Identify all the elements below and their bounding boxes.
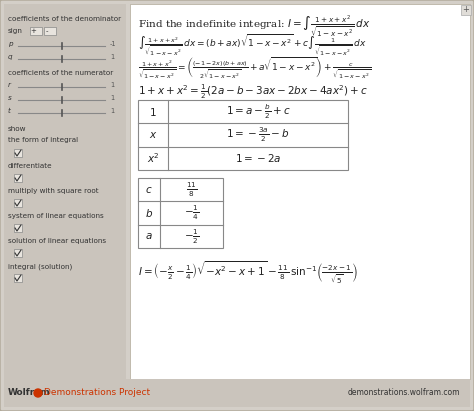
Text: $c$: $c$ [145, 185, 153, 195]
Text: +: + [30, 28, 36, 34]
Bar [4, 379, 470, 407]
Text: 1: 1 [110, 82, 114, 88]
Text: system of linear equations: system of linear equations [8, 213, 104, 219]
Text: $x$: $x$ [149, 130, 157, 140]
Text: r: r [8, 82, 11, 88]
Text: integral (solution): integral (solution) [8, 263, 72, 270]
Text: coefficients of the numerator: coefficients of the numerator [8, 70, 113, 76]
Text: $\int \frac{1+x+x^2}{\sqrt{1-x-x^2}}\, dx = (b+ax)\sqrt{1-x-x^2} +c\int \frac{1}: $\int \frac{1+x+x^2}{\sqrt{1-x-x^2}}\, d… [138, 32, 366, 58]
Text: Wolfram: Wolfram [8, 388, 51, 397]
Text: t: t [8, 108, 11, 114]
Bar [14, 149, 22, 157]
Text: the form of integral: the form of integral [8, 137, 78, 143]
Text: q: q [8, 54, 13, 60]
Text: $\frac{1+x+x^2}{\sqrt{1-x-x^2}} = \left(\frac{(-1-2x)(b+ax)}{2\sqrt{1-x-x^2}}+a\: $\frac{1+x+x^2}{\sqrt{1-x-x^2}} = \left(… [138, 55, 371, 81]
Text: $-\frac{1}{4}$: $-\frac{1}{4}$ [184, 204, 199, 222]
Text: Find the indefinite integral: $I = \int \frac{1+x+x^2}{\sqrt{1-x-x^2}}\, dx$: Find the indefinite integral: $I = \int … [138, 14, 370, 39]
Bar [461, 5, 471, 15]
Bar [14, 199, 22, 207]
Text: 1: 1 [110, 108, 114, 114]
Text: solution of linear equations: solution of linear equations [8, 238, 106, 244]
Text: differentiate: differentiate [8, 163, 53, 169]
Text: $a$: $a$ [145, 231, 153, 241]
Text: $1 = a - \frac{b}{2} + c$: $1 = a - \frac{b}{2} + c$ [226, 102, 291, 121]
Text: show: show [8, 126, 27, 132]
Bar [130, 4, 470, 379]
Text: demonstrations.wolfram.com: demonstrations.wolfram.com [347, 388, 460, 397]
Text: coefficients of the denominator: coefficients of the denominator [8, 16, 121, 22]
Text: $1$: $1$ [149, 106, 157, 118]
Text: $1 = -2a$: $1 = -2a$ [235, 152, 281, 164]
Bar [4, 4, 126, 379]
Bar [138, 178, 223, 248]
Text: s: s [8, 95, 12, 101]
Text: -: - [46, 28, 48, 34]
Circle shape [34, 389, 42, 397]
Text: 1: 1 [110, 54, 114, 60]
Bar [14, 174, 22, 182]
Bar [14, 249, 22, 257]
Text: 1: 1 [110, 95, 114, 101]
Text: $x^2$: $x^2$ [146, 151, 159, 165]
Text: $1 = -\frac{3a}{2} - b$: $1 = -\frac{3a}{2} - b$ [227, 126, 290, 144]
Text: $-\frac{1}{2}$: $-\frac{1}{2}$ [184, 227, 199, 245]
Text: -1: -1 [110, 41, 117, 47]
Bar [30, 27, 42, 35]
Text: multiply with square root: multiply with square root [8, 188, 99, 194]
Bar [14, 274, 22, 282]
Text: +: + [463, 5, 469, 14]
Text: Demonstrations Project: Demonstrations Project [44, 388, 150, 397]
Text: $I = \left(-\frac{x}{2}-\frac{1}{4}\right)\sqrt{-x^2-x+1} - \frac{11}{8}\,\sin^{: $I = \left(-\frac{x}{2}-\frac{1}{4}\righ… [138, 260, 358, 286]
Text: p: p [8, 41, 13, 47]
Text: $b$: $b$ [145, 207, 153, 219]
Text: $1+x+x^2 = \frac{1}{2}\left(2a-b-3ax-2bx-4ax^2\right)+c$: $1+x+x^2 = \frac{1}{2}\left(2a-b-3ax-2bx… [138, 83, 368, 102]
Bar [138, 100, 348, 170]
Bar [14, 224, 22, 232]
Bar [44, 27, 56, 35]
Text: sign: sign [8, 28, 23, 34]
Text: $\frac{11}{8}$: $\frac{11}{8}$ [186, 180, 197, 199]
